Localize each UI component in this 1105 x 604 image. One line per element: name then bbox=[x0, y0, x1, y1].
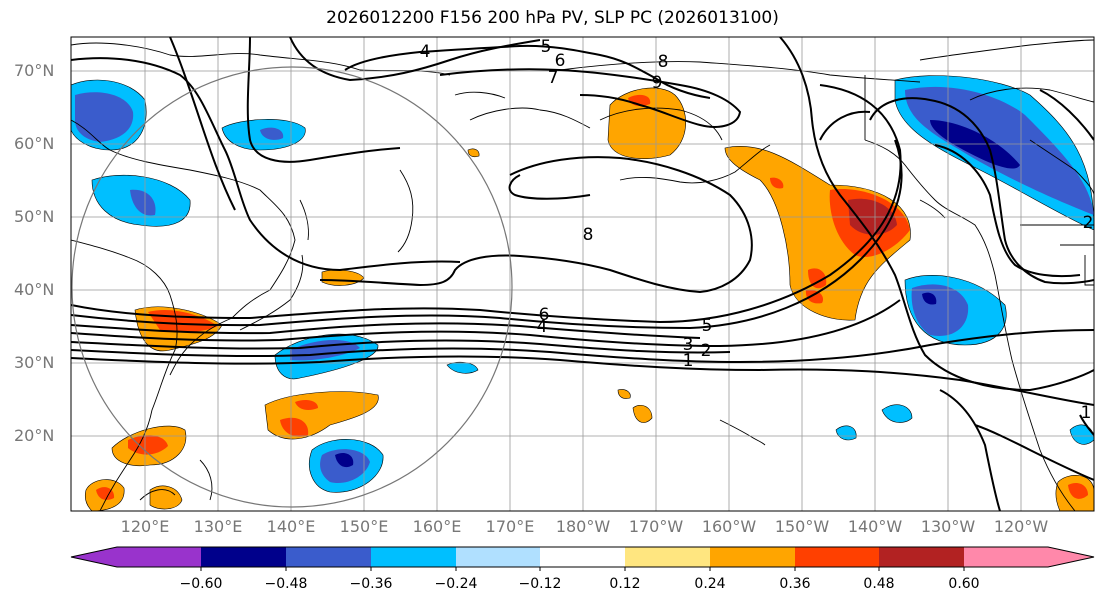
colorbar-swatch bbox=[795, 547, 880, 567]
lon-label: 130°W bbox=[920, 517, 976, 536]
lat-label: 60°N bbox=[14, 134, 55, 153]
colorbar-swatch bbox=[625, 547, 711, 567]
contour-label: 7 bbox=[548, 68, 559, 88]
contour-label: 6 bbox=[555, 51, 566, 71]
lat-label: 70°N bbox=[14, 61, 55, 80]
contour-label: 5 bbox=[702, 316, 713, 336]
lon-label: 120°W bbox=[993, 517, 1049, 536]
colorbar-tick-label: −0.12 bbox=[518, 576, 562, 592]
lon-label: 130°E bbox=[193, 517, 243, 536]
contour-label: 3 bbox=[683, 335, 694, 355]
contour-label: 6 bbox=[539, 305, 550, 325]
colorbar bbox=[70, 546, 1095, 571]
lon-label: 160°E bbox=[412, 517, 462, 536]
contour-label: 5 bbox=[541, 37, 552, 57]
lon-label: 180°W bbox=[555, 517, 611, 536]
contour-label: 8 bbox=[583, 225, 594, 245]
colorbar-tick-label: −0.24 bbox=[434, 576, 478, 592]
graticule bbox=[71, 37, 1094, 511]
colorbar-tick-label: 0.36 bbox=[779, 576, 811, 592]
lon-label: 170°W bbox=[628, 517, 684, 536]
colorbar-swatch bbox=[286, 547, 372, 567]
map-title: 2026012200 F156 200 hPa PV, SLP PC (2026… bbox=[326, 8, 779, 28]
pv-contours bbox=[71, 37, 1094, 511]
colorbar-swatch bbox=[540, 547, 626, 567]
lon-label: 120°E bbox=[120, 517, 170, 536]
colorbar-swatch bbox=[456, 547, 541, 567]
pc-patch-bering bbox=[607, 87, 686, 159]
colorbar-swatch bbox=[117, 547, 202, 567]
contour-label: 2 bbox=[701, 341, 712, 361]
colorbar-swatch bbox=[710, 547, 796, 567]
colorbar-swatch bbox=[201, 547, 287, 567]
reference-circle bbox=[71, 66, 513, 508]
colorbar-extend-low bbox=[71, 547, 117, 567]
colorbar-swatch bbox=[879, 547, 965, 567]
lat-label: 40°N bbox=[14, 280, 55, 299]
lat-label: 50°N bbox=[14, 207, 55, 226]
pc-patch-gulf-alaska bbox=[724, 145, 911, 321]
colorbar-tick-label: −0.60 bbox=[179, 576, 223, 592]
lon-label: 160°W bbox=[701, 517, 757, 536]
contour-label: 2 bbox=[1083, 213, 1094, 233]
colorbar-tick-label: −0.36 bbox=[349, 576, 393, 592]
contour-label-group: 4 5 6 7 8 9 8 6 4 5 3 2 1 2 1 bbox=[420, 37, 1094, 423]
contour-label: 8 bbox=[658, 52, 669, 72]
contour-label: 1 bbox=[1081, 403, 1092, 423]
contour-label: 4 bbox=[420, 42, 431, 62]
colorbar-tick-label: 0.60 bbox=[948, 576, 980, 592]
lat-label: 20°N bbox=[14, 426, 55, 445]
colorbar-tick-label: 0.24 bbox=[694, 576, 726, 592]
colorbar-tick-label: 0.12 bbox=[609, 576, 641, 592]
colorbar-swatch bbox=[371, 547, 457, 567]
colorbar-outline bbox=[70, 546, 1095, 568]
lon-label: 170°E bbox=[485, 517, 535, 536]
contour-label: 1 bbox=[683, 351, 694, 371]
lon-label: 140°W bbox=[847, 517, 903, 536]
contour-label: 9 bbox=[652, 73, 663, 93]
contour-label: 4 bbox=[537, 317, 548, 337]
lon-label: 150°W bbox=[774, 517, 830, 536]
lon-label: 150°E bbox=[339, 517, 389, 536]
map-border bbox=[70, 36, 1095, 512]
colorbar-extend-high bbox=[1048, 547, 1094, 567]
colorbar-tick-label: 0.48 bbox=[863, 576, 895, 592]
colorbar-swatch bbox=[964, 547, 1049, 567]
colorbar-tick-label: −0.48 bbox=[264, 576, 308, 592]
lat-label: 30°N bbox=[14, 353, 55, 372]
lon-label: 140°E bbox=[266, 517, 316, 536]
